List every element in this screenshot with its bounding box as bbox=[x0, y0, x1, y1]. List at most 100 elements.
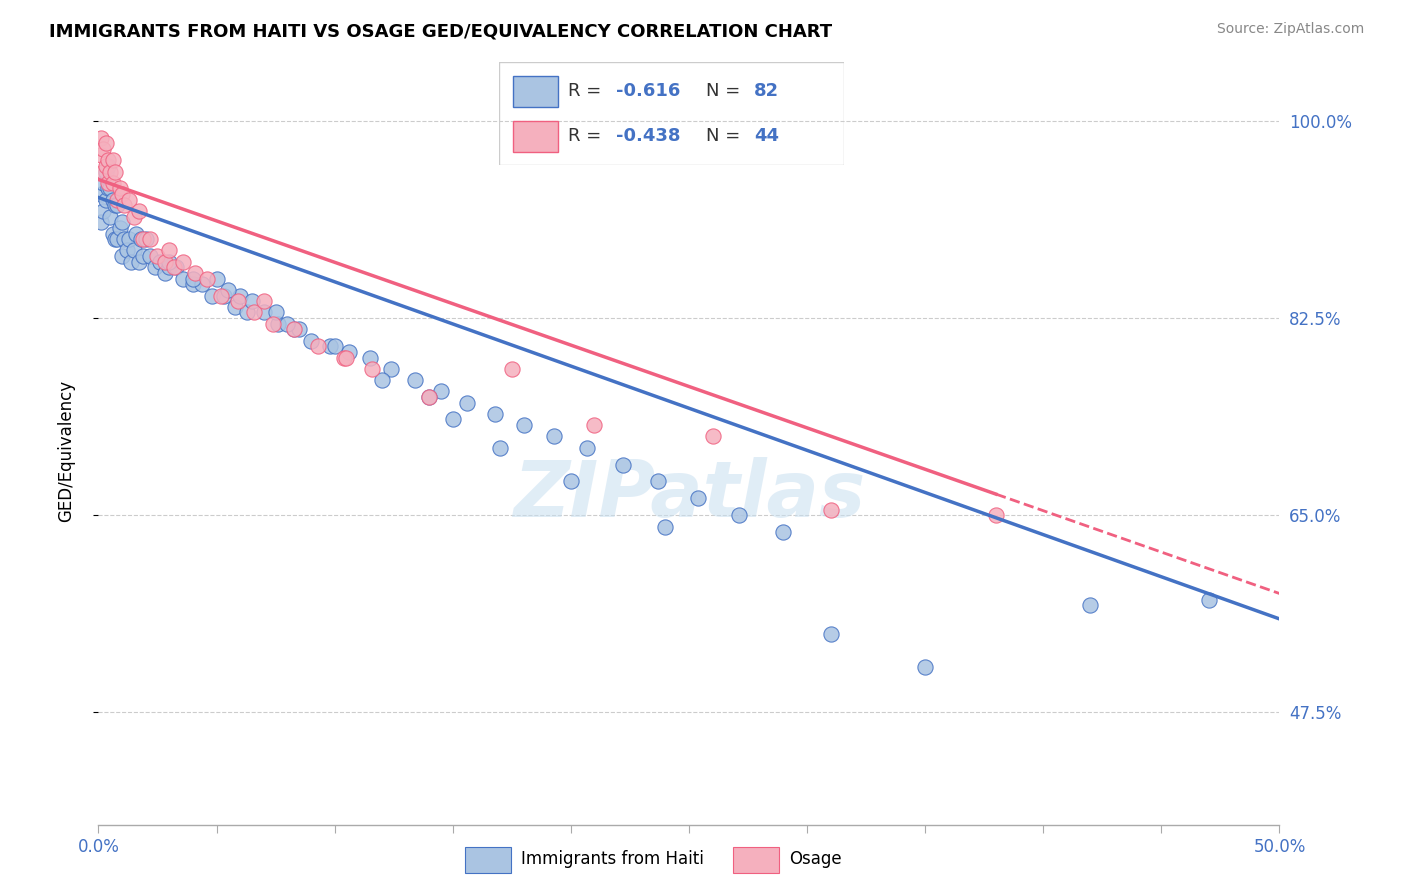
Point bbox=[253, 305, 276, 319]
Point bbox=[267, 317, 290, 331]
Point bbox=[97, 153, 120, 168]
Point bbox=[820, 502, 842, 516]
Point bbox=[236, 305, 259, 319]
Point bbox=[361, 361, 384, 376]
Point bbox=[583, 418, 606, 433]
Point bbox=[153, 254, 176, 268]
Point bbox=[90, 187, 112, 202]
Point bbox=[165, 260, 187, 275]
Point bbox=[283, 322, 305, 336]
Point bbox=[181, 277, 204, 292]
Point bbox=[229, 288, 252, 302]
Text: R =: R = bbox=[568, 128, 607, 145]
Text: Source: ZipAtlas.com: Source: ZipAtlas.com bbox=[1216, 22, 1364, 37]
Point bbox=[157, 260, 180, 275]
Point bbox=[264, 305, 287, 319]
Point bbox=[104, 198, 127, 212]
Point bbox=[91, 142, 114, 156]
FancyBboxPatch shape bbox=[465, 847, 510, 872]
Point bbox=[240, 294, 263, 309]
Text: -0.616: -0.616 bbox=[616, 82, 681, 100]
Point bbox=[90, 130, 112, 145]
Point bbox=[112, 232, 135, 246]
Point bbox=[418, 390, 440, 404]
Point bbox=[172, 254, 194, 268]
Point bbox=[118, 232, 141, 246]
Point bbox=[146, 249, 169, 263]
Point bbox=[276, 317, 298, 331]
Point bbox=[101, 176, 124, 190]
Point bbox=[820, 626, 842, 640]
Point bbox=[101, 227, 124, 241]
Point bbox=[1080, 599, 1102, 613]
Text: N =: N = bbox=[706, 128, 745, 145]
Y-axis label: GED/Equivalency: GED/Equivalency bbox=[56, 379, 75, 522]
Point bbox=[337, 344, 360, 359]
Point bbox=[772, 525, 794, 540]
Point bbox=[323, 339, 346, 353]
Point bbox=[984, 508, 1007, 523]
Point bbox=[371, 373, 394, 387]
FancyBboxPatch shape bbox=[513, 76, 558, 106]
Point bbox=[181, 271, 204, 285]
Point bbox=[288, 322, 311, 336]
Text: R =: R = bbox=[568, 82, 607, 100]
Point bbox=[91, 176, 114, 190]
Point bbox=[97, 159, 120, 173]
Point bbox=[129, 232, 152, 246]
Point bbox=[98, 210, 121, 224]
Point bbox=[253, 294, 276, 309]
Point bbox=[647, 475, 669, 489]
Point bbox=[688, 491, 710, 506]
Point bbox=[91, 164, 114, 178]
Point bbox=[612, 458, 634, 472]
Point bbox=[112, 198, 135, 212]
Point bbox=[104, 232, 127, 246]
Point bbox=[90, 147, 112, 161]
Point bbox=[104, 164, 127, 178]
Text: 82: 82 bbox=[754, 82, 779, 100]
Point bbox=[209, 288, 232, 302]
Point bbox=[115, 244, 138, 258]
Point bbox=[149, 254, 172, 268]
Point bbox=[98, 181, 121, 195]
Point bbox=[484, 407, 506, 421]
Point bbox=[94, 164, 117, 178]
Point bbox=[101, 193, 124, 207]
Point bbox=[94, 136, 117, 151]
Point bbox=[98, 164, 121, 178]
FancyBboxPatch shape bbox=[734, 847, 779, 872]
Point bbox=[163, 260, 186, 275]
Point bbox=[226, 294, 249, 309]
Point bbox=[727, 508, 749, 523]
Point bbox=[576, 441, 599, 455]
Point bbox=[319, 339, 342, 353]
Point bbox=[195, 271, 218, 285]
Point bbox=[105, 232, 128, 246]
Text: IMMIGRANTS FROM HAITI VS OSAGE GED/EQUIVALENCY CORRELATION CHART: IMMIGRANTS FROM HAITI VS OSAGE GED/EQUIV… bbox=[49, 22, 832, 40]
Point bbox=[128, 254, 150, 268]
Point bbox=[184, 266, 207, 280]
Point bbox=[139, 232, 162, 246]
Point bbox=[90, 215, 112, 229]
Text: 44: 44 bbox=[754, 128, 779, 145]
Text: -0.438: -0.438 bbox=[616, 128, 681, 145]
Point bbox=[97, 181, 120, 195]
Point bbox=[262, 317, 284, 331]
Point bbox=[702, 429, 724, 443]
Point bbox=[125, 227, 148, 241]
Point bbox=[380, 361, 402, 376]
Point bbox=[94, 159, 117, 173]
Point bbox=[418, 390, 440, 404]
Point bbox=[359, 351, 381, 365]
Point bbox=[111, 215, 134, 229]
Point bbox=[122, 210, 145, 224]
FancyBboxPatch shape bbox=[513, 121, 558, 152]
Point bbox=[132, 249, 155, 263]
Text: N =: N = bbox=[706, 82, 745, 100]
Point bbox=[212, 288, 235, 302]
Point bbox=[108, 221, 131, 235]
Point bbox=[143, 260, 166, 275]
Point bbox=[105, 198, 128, 212]
Point bbox=[430, 384, 453, 399]
